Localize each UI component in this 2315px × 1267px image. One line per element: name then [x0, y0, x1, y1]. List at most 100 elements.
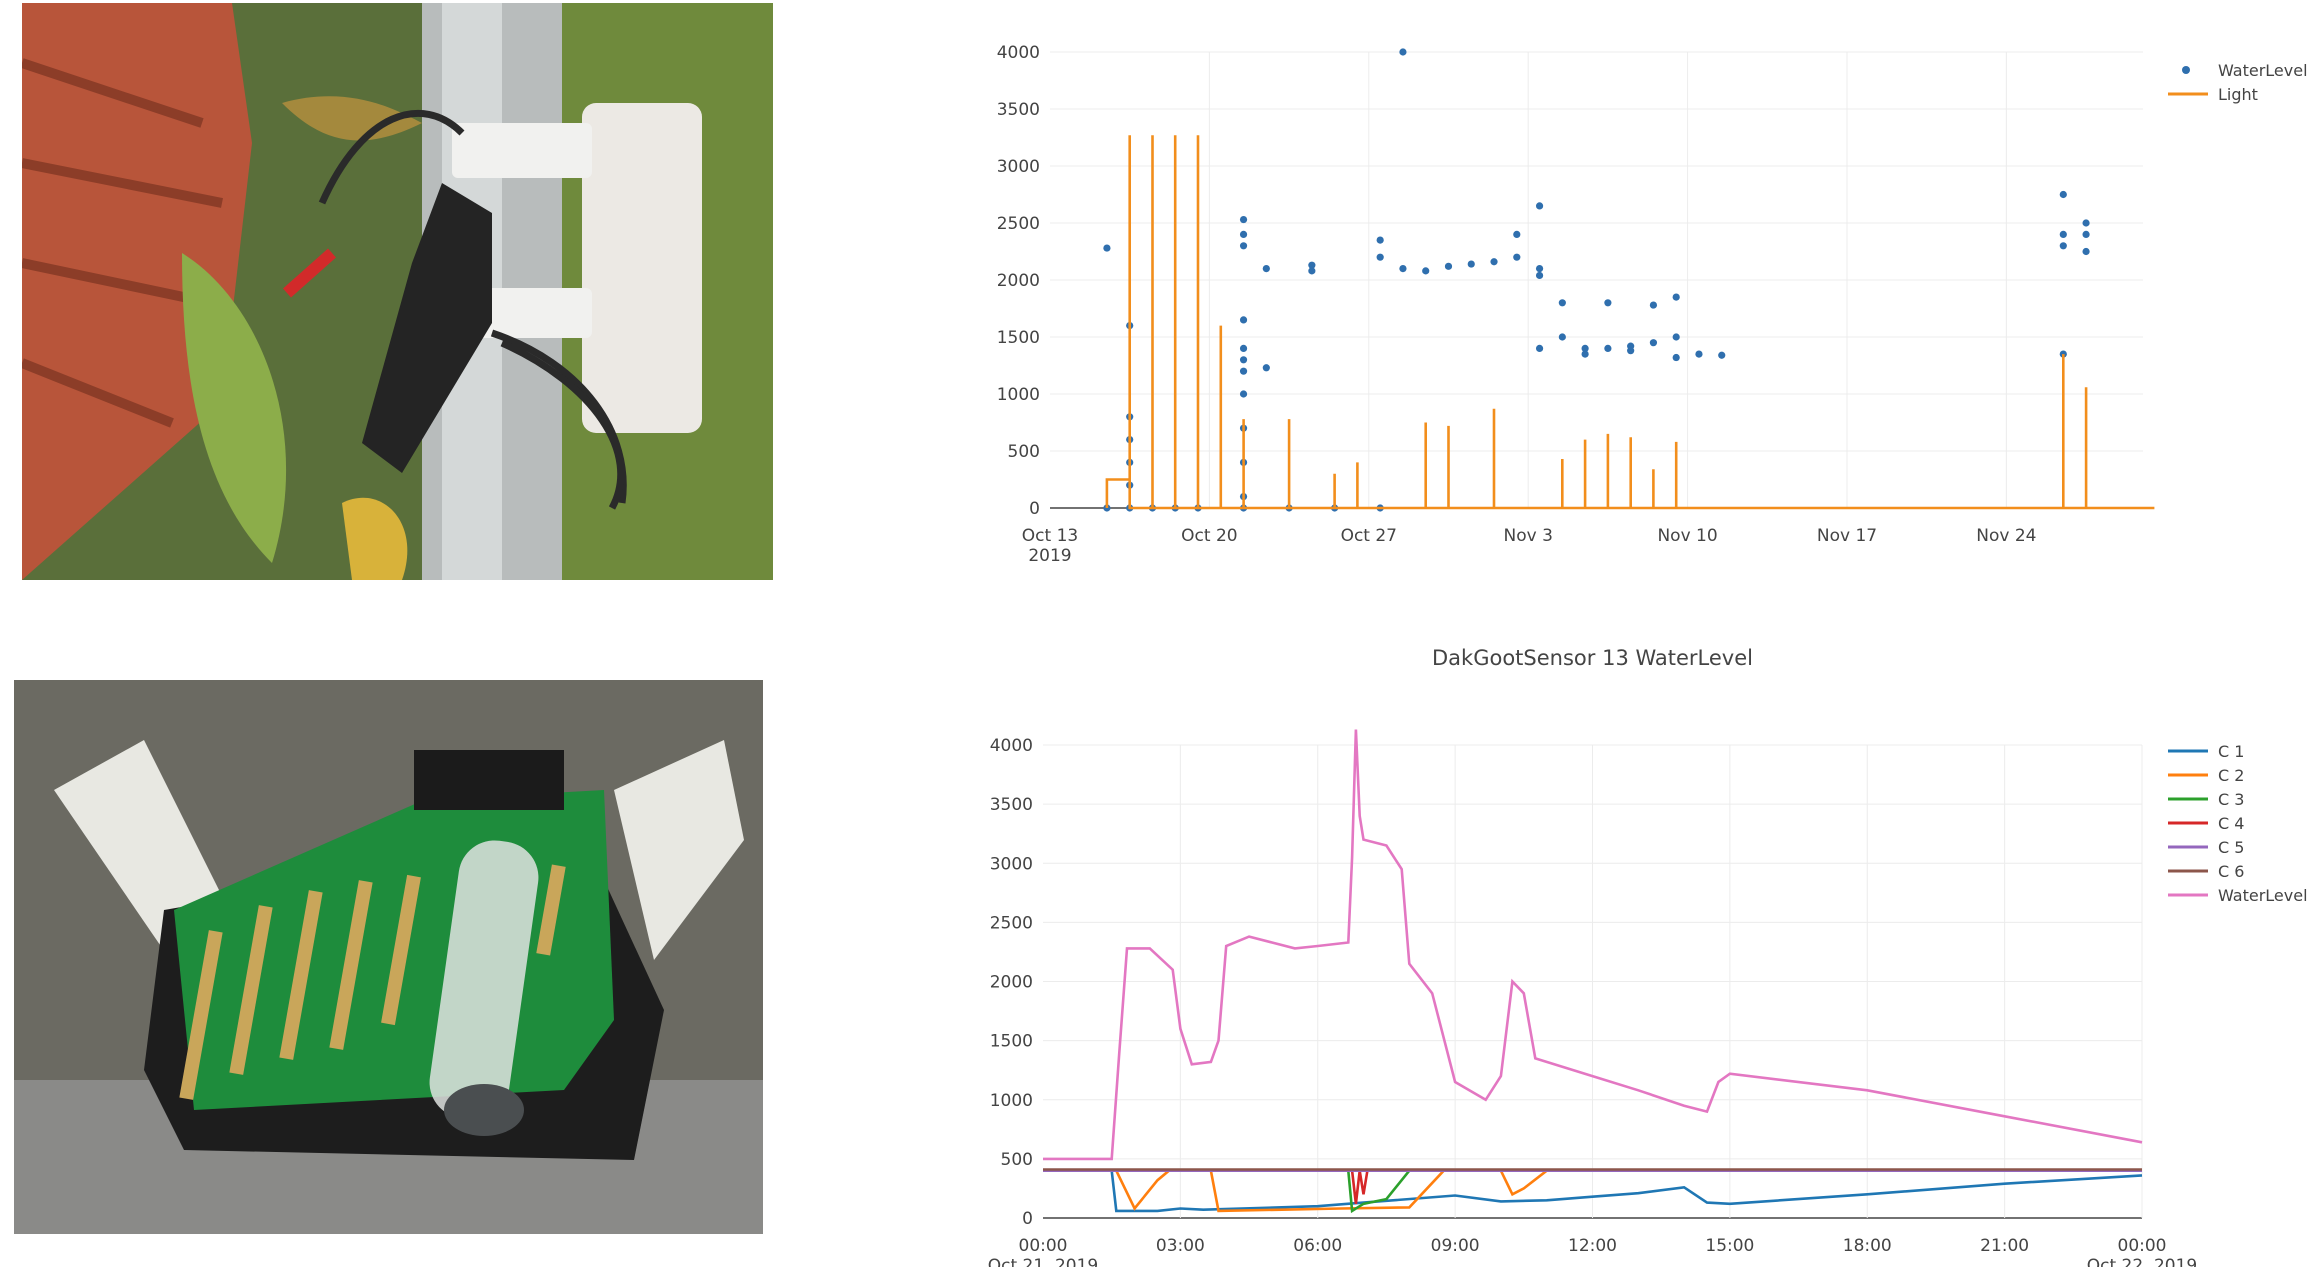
data-point [1467, 260, 1475, 268]
data-point [2059, 242, 2067, 250]
legend-item: WaterLevel [2182, 61, 2308, 80]
legend-item: C 1 [2168, 742, 2244, 761]
data-point [1239, 316, 1248, 324]
data-point [1239, 230, 1248, 238]
data-point [1239, 390, 1248, 398]
y-tick-label: 4000 [990, 736, 1033, 756]
legend-label: WaterLevel [2218, 61, 2308, 80]
y-tick-label: 1500 [997, 328, 1040, 348]
legend-item: C 2 [2168, 766, 2244, 785]
series-line [1350, 1170, 1369, 1204]
legend-label: Light [2218, 85, 2258, 104]
y-tick-label: 3500 [990, 795, 1033, 815]
chart-title: DakGootSensor 13 WaterLevel [1432, 646, 1753, 670]
y-tick-label: 500 [1008, 442, 1040, 462]
y-tick-label: 500 [1001, 1150, 1033, 1170]
data-point [1627, 342, 1635, 350]
y-tick-label: 2000 [990, 973, 1033, 993]
data-point [1604, 299, 1612, 307]
data-point [1239, 215, 1248, 224]
data-point [1649, 301, 1658, 309]
data-point [1239, 356, 1248, 364]
data-point [1718, 351, 1726, 359]
data-point [1672, 333, 1680, 341]
data-point [2082, 247, 2090, 256]
data-point [1558, 299, 1566, 307]
series-c-3 [1347, 1169, 1411, 1214]
data-point [1695, 350, 1703, 358]
y-tick-label: 3500 [997, 100, 1040, 120]
series-waterlevel [1103, 48, 2090, 512]
data-point [1535, 271, 1544, 280]
data-point [1604, 344, 1612, 352]
y-tick-label: 1500 [990, 1032, 1033, 1052]
data-point [1649, 339, 1658, 347]
x-tick-label: 12:00 [1568, 1236, 1617, 1256]
series-line [1043, 1169, 2143, 1213]
legend-item: WaterLevel [2168, 886, 2308, 905]
data-point [2082, 230, 2090, 238]
x-tick-label: Nov 3 [1503, 526, 1552, 546]
legend-label: C 3 [2218, 790, 2244, 809]
y-tick-label: 2000 [997, 271, 1040, 291]
legend-label: WaterLevel [2218, 886, 2308, 905]
x-tick-label: Nov 17 [1817, 526, 1877, 546]
series-line [1105, 135, 2155, 510]
data-point [1262, 364, 1270, 372]
legend-label: C 4 [2218, 814, 2244, 833]
data-point [1444, 262, 1453, 270]
data-point [1513, 230, 1521, 238]
data-point [2082, 219, 2090, 227]
series-c-4 [1350, 1170, 1369, 1204]
data-point [1558, 333, 1566, 341]
legend-item: C 6 [2168, 862, 2244, 881]
series-line [1347, 1169, 1411, 1214]
data-point [1239, 242, 1248, 250]
legend-item: Light [2168, 85, 2258, 104]
series-c-1 [1043, 1169, 2143, 1213]
y-tick-label: 1000 [990, 1091, 1033, 1111]
series-c-2 [1043, 1169, 2142, 1213]
data-point [1262, 265, 1270, 273]
data-point [2059, 190, 2067, 199]
data-point [1581, 350, 1589, 358]
y-tick-label: 2500 [990, 913, 1033, 933]
data-point [1239, 344, 1248, 352]
data-point [1535, 265, 1544, 273]
x-tick-label: Oct 20 [1181, 526, 1237, 546]
y-tick-label: 3000 [997, 157, 1040, 177]
data-point [1581, 344, 1589, 352]
legend-marker [2182, 66, 2190, 74]
x-tick-label: 09:00 [1431, 1236, 1480, 1256]
data-point [1399, 265, 1407, 273]
data-point [1535, 344, 1544, 352]
y-tick-label: 2500 [997, 214, 1040, 234]
x-tick-label: 00:00 Oct 21, 2019 [988, 1236, 1099, 1267]
x-tick-label: 03:00 [1156, 1236, 1205, 1256]
legend-label: C 6 [2218, 862, 2244, 881]
data-point [1103, 244, 1111, 252]
data-point [1376, 236, 1384, 244]
legend-item: C 5 [2168, 838, 2244, 857]
y-tick-label: 0 [1029, 499, 1040, 519]
y-tick-label: 1000 [997, 385, 1040, 405]
legend-item: C 4 [2168, 814, 2244, 833]
data-point [1399, 48, 1407, 56]
legend-label: C 5 [2218, 838, 2244, 857]
series-waterlevel [1043, 729, 2143, 1161]
x-tick-label: Nov 24 [1976, 526, 2036, 546]
data-point [1535, 202, 1544, 210]
x-tick-label: 15:00 [1705, 1236, 1754, 1256]
legend-label: C 2 [2218, 766, 2244, 785]
x-tick-label: Oct 13 2019 [1022, 526, 1078, 566]
data-point [1513, 253, 1521, 261]
data-point [1672, 353, 1680, 362]
x-tick-label: Nov 10 [1657, 526, 1717, 546]
series-light [1105, 135, 2155, 510]
series-line [1043, 1169, 2142, 1213]
data-point [1672, 293, 1680, 301]
legend-label: C 1 [2218, 742, 2244, 761]
data-point [1239, 367, 1248, 375]
